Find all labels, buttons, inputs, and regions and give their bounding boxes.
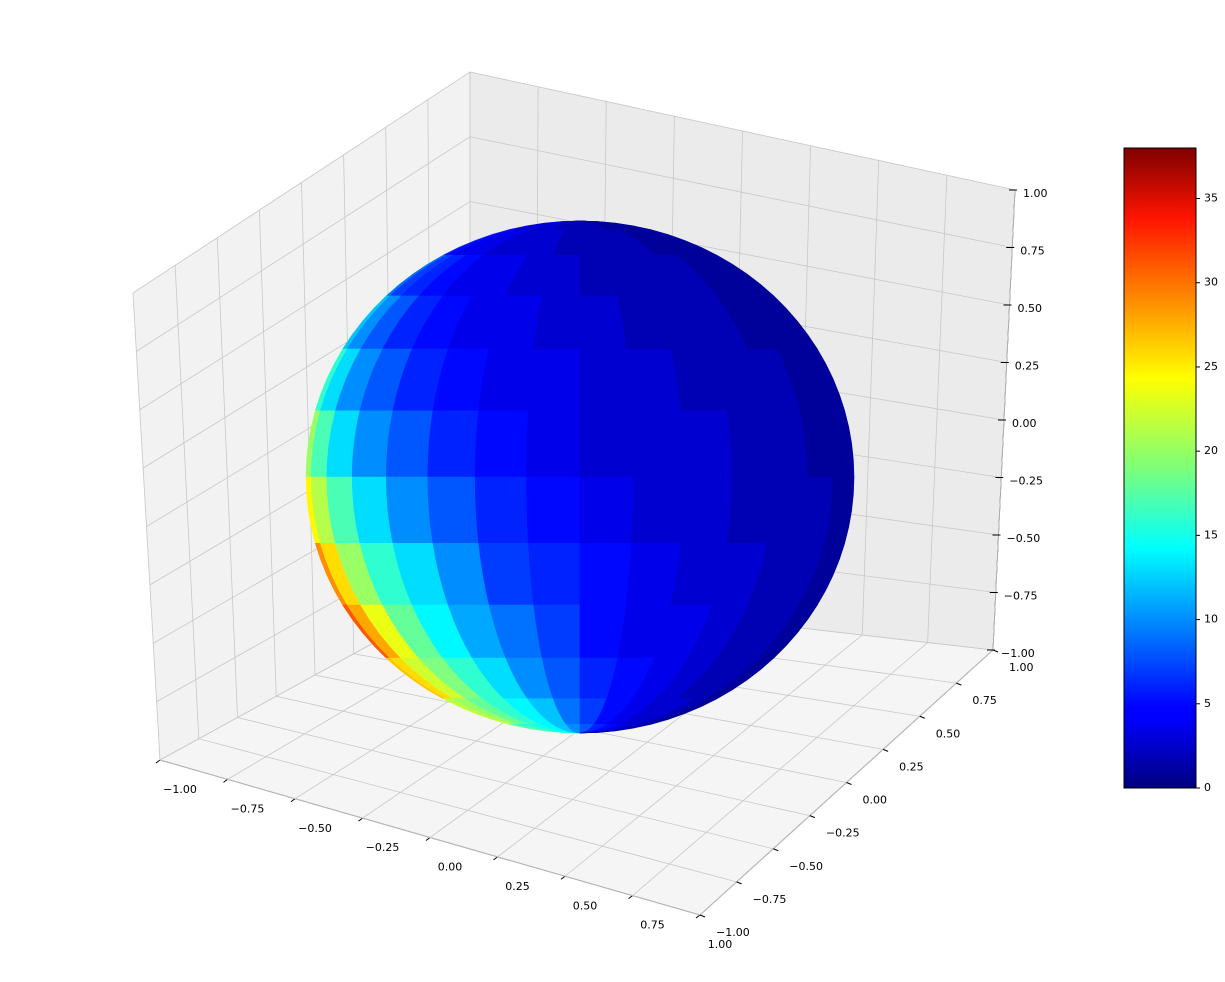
surface-patch xyxy=(726,476,775,544)
colorbar-tick-label: 0 xyxy=(1204,781,1211,794)
surface-patch xyxy=(526,410,581,478)
x-tick xyxy=(560,875,566,880)
colorbar-tick-label: 10 xyxy=(1204,613,1218,626)
surface-patch xyxy=(528,542,581,606)
surface-patch xyxy=(528,348,581,412)
x-tick xyxy=(695,914,701,919)
x-tick xyxy=(223,778,228,783)
x-tick xyxy=(425,837,431,841)
surface-patch xyxy=(579,542,632,606)
y-tick xyxy=(809,815,816,819)
surface-patch xyxy=(478,348,535,412)
surface-patch xyxy=(579,723,651,734)
x-tick xyxy=(628,895,633,900)
surface-patch xyxy=(385,476,434,544)
z-tick-label: 0.75 xyxy=(1020,245,1045,258)
sphere xyxy=(305,220,855,734)
z-tick-label: 0.00 xyxy=(1012,417,1037,430)
x-tick xyxy=(493,856,498,861)
x-tick-label: 0.50 xyxy=(573,899,598,912)
surface-patch xyxy=(579,410,634,478)
z-tick-label: 1.00 xyxy=(1023,187,1048,200)
surface-patch xyxy=(680,476,733,544)
surface-patch xyxy=(631,476,686,544)
grid-line xyxy=(136,136,1013,352)
y-tick-label: 0.50 xyxy=(936,727,961,740)
x-tick-label: 0.25 xyxy=(505,880,530,893)
surface-patch xyxy=(526,476,581,544)
z-tick-label: −0.75 xyxy=(1004,590,1038,603)
colorbar-tick-label: 25 xyxy=(1204,360,1218,373)
surface-patch xyxy=(579,476,634,544)
surface-patch xyxy=(533,295,581,350)
surface-patch xyxy=(474,410,529,478)
y-tick-label: 1.00 xyxy=(1009,661,1034,674)
colorbar xyxy=(1123,147,1197,789)
y-tick xyxy=(773,848,779,852)
grid-line xyxy=(132,71,1016,294)
colorbar-tick-label: 15 xyxy=(1204,528,1218,541)
z-tick-label: −0.50 xyxy=(1007,532,1041,545)
y-tick-label: −0.50 xyxy=(789,860,823,873)
x-tick-label: −0.25 xyxy=(366,841,400,854)
y-tick xyxy=(699,914,706,918)
surface-patch xyxy=(427,476,480,544)
y-tick-label: 0.25 xyxy=(899,760,924,773)
x-tick xyxy=(358,817,363,822)
x-tick-label: 1.00 xyxy=(708,938,733,951)
surface-patch xyxy=(478,542,535,606)
grid-line xyxy=(139,201,1010,411)
y-tick-label: −1.00 xyxy=(716,926,750,939)
x-tick-label: −0.50 xyxy=(298,822,332,835)
y-tick xyxy=(846,782,852,785)
x-tick-label: 0.00 xyxy=(438,861,463,874)
x-tick xyxy=(155,759,161,764)
z-tick-label: 0.50 xyxy=(1018,302,1043,315)
surface-patch xyxy=(427,410,480,478)
x-tick-label: −1.00 xyxy=(163,783,197,796)
z-tick-label: −1.00 xyxy=(1001,647,1035,660)
surface-patch xyxy=(766,476,809,544)
x-tick-label: 0.75 xyxy=(640,919,665,932)
surface-patch xyxy=(726,410,775,478)
z-tick-label: 0.25 xyxy=(1015,360,1040,373)
y-tick xyxy=(736,881,742,885)
surface-patch xyxy=(474,476,529,544)
tick-labels: −1.00 −0.75 −0.50 −0.25 0.00 0.25 0.50 0.75 1.00… xyxy=(163,187,1047,951)
y-tick-label: 0.00 xyxy=(863,794,888,807)
surface-patch xyxy=(766,410,809,478)
surface-patch xyxy=(385,410,434,478)
z-tick-label: −0.25 xyxy=(1009,475,1043,488)
colorbar-tick-label: 20 xyxy=(1204,444,1218,457)
colorbar-tick-label: 30 xyxy=(1204,276,1218,289)
colorbar-tick-label: 5 xyxy=(1204,697,1211,710)
y-tick-label: −0.75 xyxy=(753,893,787,906)
x-tick xyxy=(290,798,296,803)
x-tick-label: −0.75 xyxy=(231,802,265,815)
y-tick-label: −0.25 xyxy=(826,827,860,840)
surface-patch xyxy=(533,604,581,659)
y-tick-label: 0.75 xyxy=(972,694,997,707)
y-tick xyxy=(919,715,925,719)
y-tick xyxy=(956,682,962,686)
surface-patch xyxy=(680,410,733,478)
y-tick xyxy=(882,748,889,752)
colorbar-tick-label: 35 xyxy=(1204,192,1218,205)
surface-patch xyxy=(579,348,632,412)
surface-patch xyxy=(631,410,686,478)
